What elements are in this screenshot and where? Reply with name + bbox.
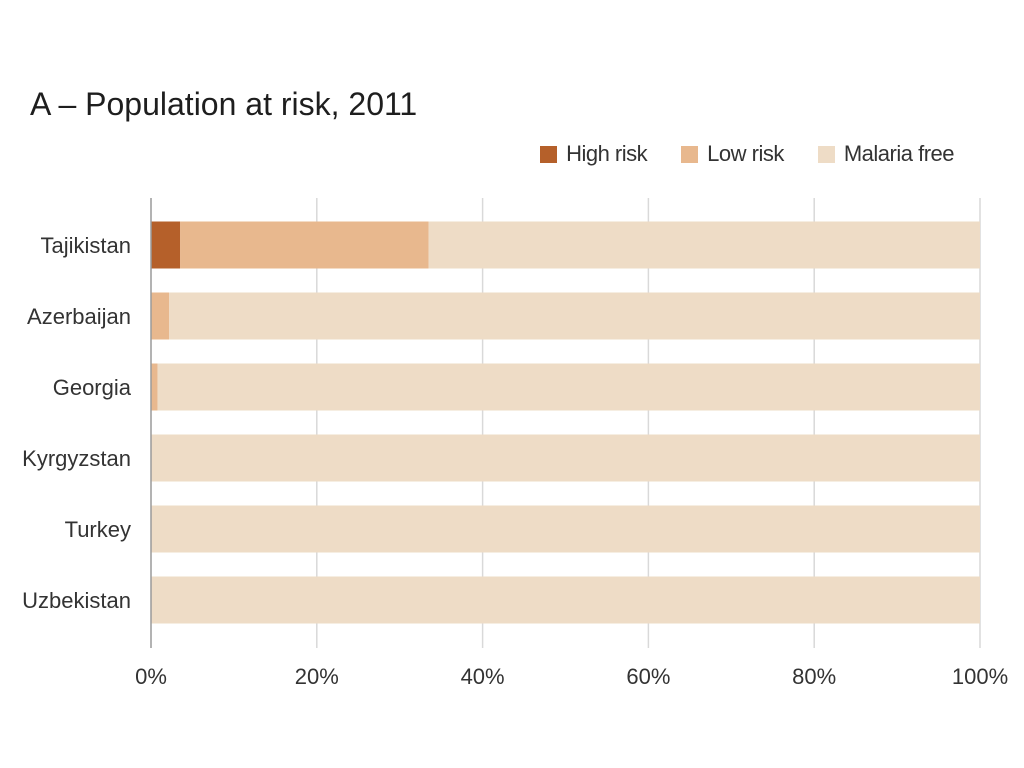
bar-segment: [151, 434, 980, 482]
legend-label: Malaria free: [843, 141, 955, 166]
bar-segment: [157, 363, 980, 411]
bar-segment: [151, 576, 980, 624]
legend-item: Malaria free: [817, 141, 955, 167]
legend-swatch: [681, 145, 699, 163]
legend-label: High risk: [566, 141, 648, 166]
category-label: Tajikistan: [41, 233, 131, 258]
x-tick-label: 100%: [952, 664, 1008, 689]
category-label: Georgia: [53, 375, 132, 400]
category-label: Kyrgyzstan: [22, 446, 131, 471]
legend-label: Low risk: [707, 141, 784, 166]
x-tick-label: 20%: [295, 664, 339, 689]
x-tick-label: 80%: [792, 664, 836, 689]
legend-swatch: [817, 145, 835, 163]
x-tick-label: 60%: [626, 664, 670, 689]
chart-title: A – Population at risk, 2011: [30, 86, 418, 122]
legend-swatch: [540, 145, 558, 163]
bar-segment: [151, 505, 980, 553]
bar-segment: [428, 221, 981, 269]
bar-segment: [151, 292, 170, 340]
bar-segment: [151, 221, 181, 269]
bar-segment: [151, 363, 158, 411]
legend-item: High risk: [540, 141, 648, 167]
category-label: Turkey: [65, 517, 131, 542]
x-tick-label: 40%: [461, 664, 505, 689]
bar-segment: [169, 292, 980, 340]
legend-item: Low risk: [681, 141, 784, 167]
category-label: Azerbaijan: [27, 304, 131, 329]
x-tick-label: 0%: [135, 664, 167, 689]
bar-segment: [180, 221, 429, 269]
category-label: Uzbekistan: [22, 588, 131, 613]
legend: High risk Low risk Malaria free: [540, 136, 955, 172]
